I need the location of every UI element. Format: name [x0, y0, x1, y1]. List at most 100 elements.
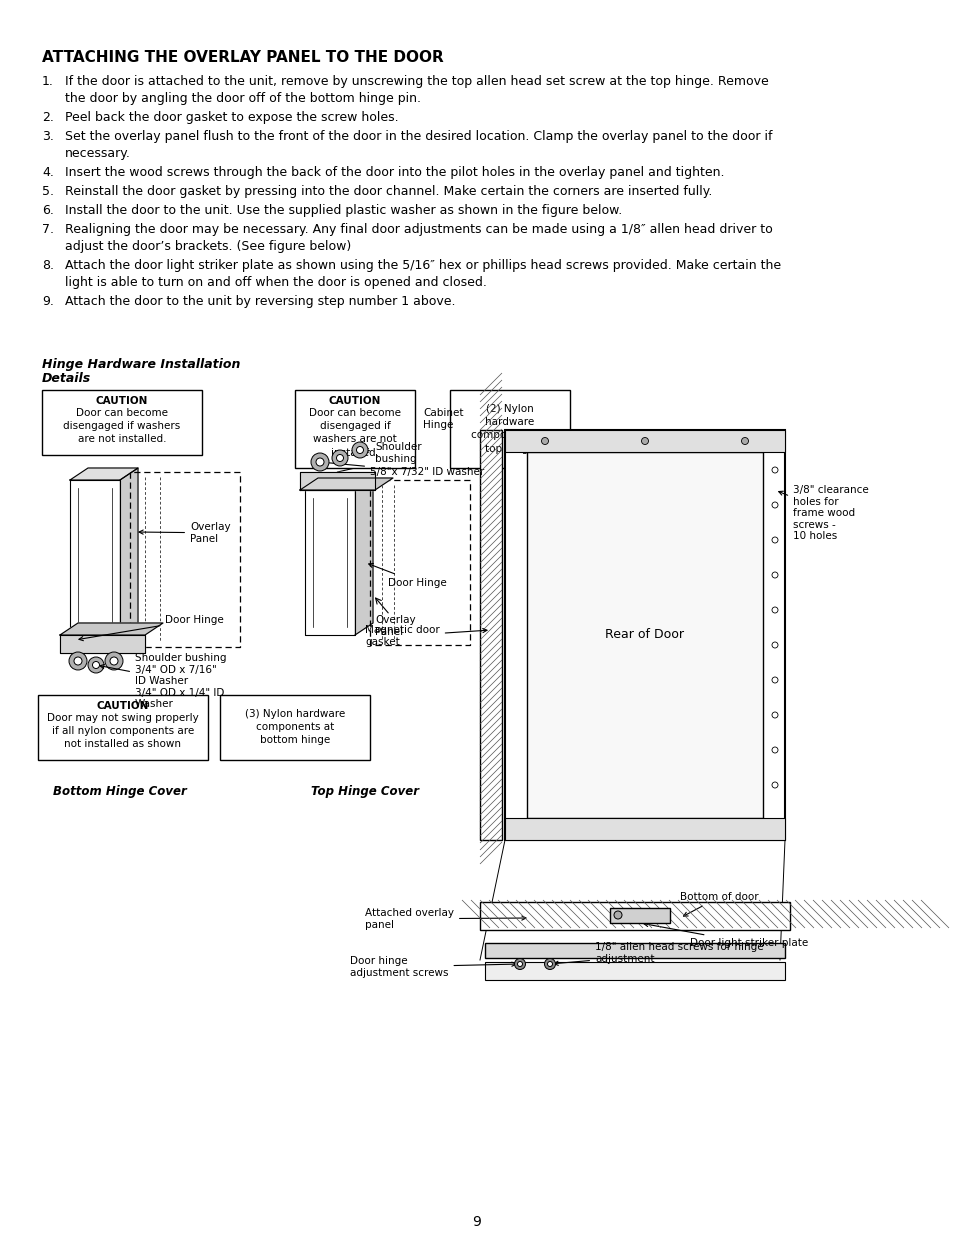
Circle shape — [69, 652, 87, 671]
Circle shape — [771, 713, 778, 718]
Text: Attach the door light striker plate as shown using the 5/16″ hex or phillips hea: Attach the door light striker plate as s… — [65, 259, 781, 272]
Text: 5.: 5. — [42, 185, 54, 198]
Bar — [38, 695, 208, 760]
Circle shape — [771, 537, 778, 543]
Text: light is able to turn on and off when the door is opened and closed.: light is able to turn on and off when th… — [65, 275, 486, 289]
Text: CAUTION: CAUTION — [329, 396, 381, 406]
Text: Door can become
disengaged if
washers are not
installed.: Door can become disengaged if washers ar… — [309, 408, 400, 458]
Text: 3/8" clearance
holes for
frame wood
screws -
10 holes: 3/8" clearance holes for frame wood scre… — [778, 485, 868, 541]
Text: Insert the wood screws through the back of the door into the pilot holes in the : Insert the wood screws through the back … — [65, 165, 723, 179]
Circle shape — [640, 437, 648, 445]
Text: 3.: 3. — [42, 130, 53, 143]
Circle shape — [771, 747, 778, 753]
Text: Door can become
disengaged if washers
are not installed.: Door can become disengaged if washers ar… — [63, 408, 180, 445]
Bar — [479, 902, 789, 930]
Text: CAUTION: CAUTION — [96, 701, 149, 711]
Text: Bottom of door: Bottom of door — [679, 892, 758, 916]
Text: Door Hinge: Door Hinge — [369, 563, 446, 588]
Text: 1.: 1. — [42, 75, 53, 88]
Text: necessary.: necessary. — [65, 147, 131, 161]
Bar — [479, 430, 501, 840]
Circle shape — [771, 606, 778, 613]
Text: 9.: 9. — [42, 295, 53, 308]
Circle shape — [110, 657, 118, 664]
Circle shape — [771, 501, 778, 508]
Bar — [504, 430, 784, 452]
Text: Shoulder
bushing: Shoulder bushing — [364, 442, 421, 463]
Circle shape — [614, 911, 621, 919]
Text: 8.: 8. — [42, 259, 54, 272]
Circle shape — [771, 642, 778, 648]
Circle shape — [547, 962, 552, 967]
Text: 9: 9 — [472, 1215, 481, 1229]
Text: Door light striker plate: Door light striker plate — [643, 923, 807, 948]
Text: Realigning the door may be necessary. Any final door adjustments can be made usi: Realigning the door may be necessary. An… — [65, 224, 772, 236]
Text: ATTACHING THE OVERLAY PANEL TO THE DOOR: ATTACHING THE OVERLAY PANEL TO THE DOOR — [42, 49, 443, 65]
Text: Bottom Hinge Cover: Bottom Hinge Cover — [53, 785, 187, 798]
Text: Peel back the door gasket to expose the screw holes.: Peel back the door gasket to expose the … — [65, 111, 398, 124]
Circle shape — [740, 437, 748, 445]
Text: 6.: 6. — [42, 204, 53, 217]
Bar — [504, 818, 784, 840]
Polygon shape — [299, 472, 375, 490]
Text: Shoulder bushing
3/4" OD x 7/16"
ID Washer
3/4" OD x 1/4" ID
Washer: Shoulder bushing 3/4" OD x 7/16" ID Wash… — [100, 653, 226, 709]
Polygon shape — [305, 478, 373, 490]
Circle shape — [356, 447, 363, 453]
Text: Cabinet
Hinge: Cabinet Hinge — [422, 408, 463, 430]
Circle shape — [311, 453, 329, 471]
Text: Details: Details — [42, 372, 91, 385]
Circle shape — [771, 572, 778, 578]
Circle shape — [352, 442, 368, 458]
Text: Set the overlay panel flush to the front of the door in the desired location. Cl: Set the overlay panel flush to the front… — [65, 130, 772, 143]
Text: Install the door to the unit. Use the supplied plastic washer as shown in the fi: Install the door to the unit. Use the su… — [65, 204, 621, 217]
Circle shape — [771, 677, 778, 683]
Polygon shape — [299, 478, 393, 490]
Text: 7.: 7. — [42, 224, 54, 236]
Text: Door may not swing properly
if all nylon components are
not installed as shown: Door may not swing properly if all nylon… — [47, 713, 198, 750]
Text: If the door is attached to the unit, remove by unscrewing the top allen head set: If the door is attached to the unit, rem… — [65, 75, 768, 88]
Circle shape — [771, 782, 778, 788]
Circle shape — [517, 962, 522, 967]
Circle shape — [541, 437, 548, 445]
Polygon shape — [60, 622, 163, 635]
Text: Reinstall the door gasket by pressing into the door channel. Make certain the co: Reinstall the door gasket by pressing in… — [65, 185, 712, 198]
Bar — [504, 430, 784, 840]
Text: 1/8" allen head screws for hinge
adjustment: 1/8" allen head screws for hinge adjustm… — [554, 942, 762, 966]
Circle shape — [771, 467, 778, 473]
Bar — [484, 962, 784, 981]
Circle shape — [88, 657, 104, 673]
Polygon shape — [355, 478, 373, 635]
Circle shape — [336, 454, 343, 462]
Text: CAUTION: CAUTION — [95, 396, 148, 406]
Circle shape — [332, 450, 348, 466]
Circle shape — [74, 657, 82, 664]
Polygon shape — [70, 468, 138, 480]
Bar — [42, 390, 202, 454]
Text: Door Hinge: Door Hinge — [79, 615, 224, 641]
Text: Hinge Hardware Installation: Hinge Hardware Installation — [42, 358, 240, 370]
Bar — [609, 908, 669, 923]
Bar — [294, 390, 415, 468]
Circle shape — [92, 662, 99, 668]
Bar — [484, 944, 784, 958]
Text: Top Hinge Cover: Top Hinge Cover — [311, 785, 418, 798]
Bar — [220, 695, 370, 760]
Text: Attach the door to the unit by reversing step number 1 above.: Attach the door to the unit by reversing… — [65, 295, 455, 308]
Text: (2) Nylon
hardware
components at
top hinge: (2) Nylon hardware components at top hin… — [471, 404, 549, 453]
Circle shape — [315, 458, 324, 466]
Text: Attached overlay
panel: Attached overlay panel — [365, 908, 525, 930]
Text: 5/8"x 7/32" ID washer: 5/8"x 7/32" ID washer — [324, 461, 484, 477]
Circle shape — [514, 958, 525, 969]
Polygon shape — [60, 635, 145, 653]
Text: Magnetic door
gasket: Magnetic door gasket — [365, 625, 486, 647]
Circle shape — [105, 652, 123, 671]
Text: the door by angling the door off of the bottom hinge pin.: the door by angling the door off of the … — [65, 91, 420, 105]
Circle shape — [544, 958, 555, 969]
Text: adjust the door’s brackets. (See figure below): adjust the door’s brackets. (See figure … — [65, 240, 351, 253]
Text: Overlay
Panel: Overlay Panel — [375, 615, 416, 636]
Text: 4.: 4. — [42, 165, 53, 179]
Text: Rear of Door: Rear of Door — [605, 629, 684, 641]
Bar — [526, 452, 762, 818]
Polygon shape — [120, 468, 138, 635]
Text: (3) Nylon hardware
components at
bottom hinge: (3) Nylon hardware components at bottom … — [245, 709, 345, 746]
